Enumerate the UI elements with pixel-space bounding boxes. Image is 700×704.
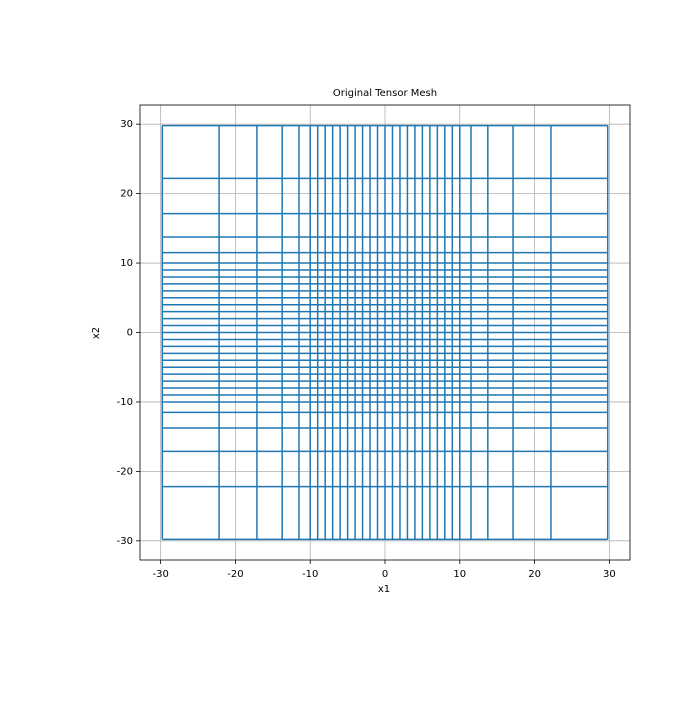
y-tick-label: -30 — [117, 536, 133, 547]
y-tick-label: -10 — [117, 397, 133, 408]
x-tick-label: 20 — [528, 569, 541, 580]
x-axis-label: x1 — [378, 584, 390, 595]
x-tick-label: -30 — [152, 569, 168, 580]
y-tick-label: 10 — [120, 258, 133, 269]
y-tick-label: 20 — [120, 189, 133, 200]
x-tick-label: -10 — [302, 569, 318, 580]
x-tick-label: -20 — [227, 569, 243, 580]
y-axis-label: x2 — [91, 327, 102, 339]
y-tick-label: -20 — [117, 466, 133, 477]
y-tick-label: 30 — [120, 119, 133, 130]
chart-title: Original Tensor Mesh — [333, 88, 437, 99]
plot-frame — [139, 104, 631, 561]
x-tick-label: 0 — [382, 569, 388, 580]
x-tick-label: 10 — [453, 569, 466, 580]
x-tick-label: 30 — [603, 569, 616, 580]
y-tick-label: 0 — [127, 328, 133, 339]
